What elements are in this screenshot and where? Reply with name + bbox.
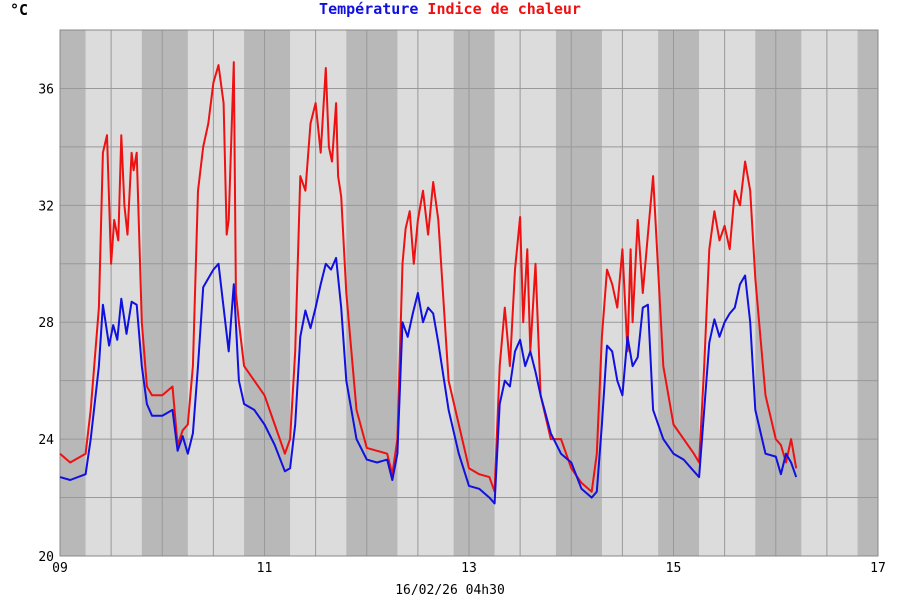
plot-frame xyxy=(59,29,879,557)
night-band xyxy=(857,30,878,556)
x-tick-label: 15 xyxy=(666,561,682,576)
night-band xyxy=(453,30,495,556)
y-tick-label: 20 xyxy=(38,550,54,565)
night-band xyxy=(755,30,802,556)
footer-timestamp: 16/02/26 04h30 xyxy=(395,583,505,598)
night-band xyxy=(555,30,602,556)
y-axis-ticks: 20 24 28 32 36 xyxy=(38,82,54,565)
x-tick-label: 09 xyxy=(52,561,68,576)
night-band xyxy=(346,30,398,556)
y-tick-label: 28 xyxy=(38,316,54,331)
y-tick-label: 36 xyxy=(38,82,54,97)
night-band xyxy=(141,30,188,556)
series-lines xyxy=(59,61,798,505)
x-tick-label: 13 xyxy=(461,561,477,576)
x-tick-label: 17 xyxy=(870,561,886,576)
series-temperature xyxy=(59,256,798,505)
grid-lines xyxy=(59,29,879,557)
legend-temperature: Température xyxy=(319,0,419,18)
series-heat-index xyxy=(59,61,798,493)
night-band xyxy=(60,30,86,556)
legend-heat-index: Indice de chaleur xyxy=(427,0,581,18)
legend: Température Indice de chaleur xyxy=(0,0,900,18)
unit-label: °C xyxy=(10,1,29,19)
night-band xyxy=(244,30,291,556)
night-band xyxy=(658,30,700,556)
x-axis-ticks: 09 11 13 15 17 xyxy=(52,561,886,576)
y-tick-label: 24 xyxy=(38,433,54,448)
y-tick-label: 32 xyxy=(38,199,54,214)
x-tick-label: 11 xyxy=(257,561,273,576)
